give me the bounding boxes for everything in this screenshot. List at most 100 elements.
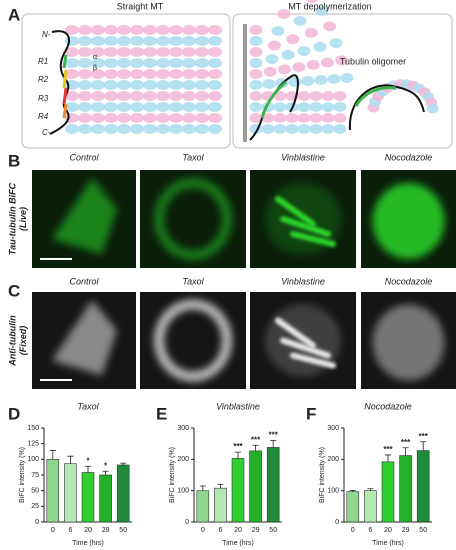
tubulin — [169, 124, 183, 134]
tubulin — [249, 91, 263, 101]
bar — [116, 464, 130, 523]
tubulin — [143, 36, 157, 46]
significance: *** — [233, 442, 243, 451]
tubulin — [143, 91, 157, 101]
tubulin — [249, 47, 263, 57]
repeat — [260, 80, 287, 119]
tubulin — [156, 102, 170, 112]
cell — [372, 183, 445, 259]
wall — [243, 24, 247, 142]
tubulin — [195, 102, 209, 112]
tubulin — [91, 80, 105, 90]
x-tick-label: 0 — [351, 527, 355, 534]
repeat-label: R1 — [38, 57, 48, 66]
row-label-sub: (Live) — [18, 207, 28, 231]
tubulin — [249, 25, 263, 35]
tubulin — [169, 69, 183, 79]
y-tick-label: 50 — [31, 488, 39, 495]
tubulin — [195, 69, 209, 79]
tubulin — [156, 113, 170, 123]
tubulin — [143, 58, 157, 68]
tubulin — [130, 113, 144, 123]
error-bar — [67, 455, 74, 464]
tubulin — [104, 113, 118, 123]
y-tick-label: 300 — [327, 425, 339, 432]
tubulin — [273, 113, 287, 123]
tubulin — [182, 91, 196, 101]
tubulin — [104, 91, 118, 101]
chart-title: Taxol — [77, 401, 99, 411]
x-tick-label: 50 — [269, 527, 277, 534]
tubulin — [117, 69, 131, 79]
micrograph — [140, 170, 246, 268]
tubulin — [208, 80, 222, 90]
tubulin — [182, 80, 196, 90]
tubulin — [292, 62, 306, 73]
tubulin — [297, 124, 311, 134]
tubulin — [130, 80, 144, 90]
tubulin — [156, 124, 170, 134]
tubulin — [143, 124, 157, 134]
tubulin — [169, 36, 183, 46]
tubulin — [321, 91, 335, 101]
error-bar — [85, 465, 91, 473]
tubulin — [277, 9, 291, 19]
tubulin — [208, 102, 222, 112]
repeat — [62, 54, 68, 69]
tubulin — [169, 47, 183, 57]
tubulin — [426, 103, 439, 114]
micrograph — [250, 292, 356, 389]
panel-label: B — [8, 151, 20, 170]
terminal-label: N- — [42, 30, 51, 39]
tubulin — [285, 113, 299, 123]
tubulin — [78, 25, 92, 35]
x-tick-label: 50 — [119, 527, 127, 534]
column-label: Nocodazole — [385, 152, 433, 162]
tubulin — [182, 36, 196, 46]
tubulin — [117, 25, 131, 35]
tubulin — [297, 113, 311, 123]
tubulin — [117, 102, 131, 112]
tubulin — [117, 80, 131, 90]
error-bar — [367, 488, 374, 491]
x-tick-label: 29 — [402, 527, 410, 534]
column-label: Taxol — [182, 152, 204, 162]
y-tick-label: 75 — [31, 472, 39, 479]
row-label: Tau-tubulin BiFC(Live) — [8, 182, 28, 255]
tubulin — [340, 73, 354, 83]
error-bar — [402, 447, 409, 456]
tubulin — [261, 124, 275, 134]
tubulin — [143, 69, 157, 79]
tubulin — [323, 21, 337, 32]
tubulin — [91, 113, 105, 123]
repeat — [62, 87, 68, 105]
x-axis-label: Time (hrs) — [372, 540, 404, 547]
tubulin — [271, 26, 285, 36]
tubulin — [65, 47, 79, 57]
tubulin — [104, 25, 118, 35]
tubulin — [130, 91, 144, 101]
column-label: Vinblastine — [281, 276, 325, 286]
tubulin — [265, 54, 279, 64]
error-bar — [199, 485, 206, 491]
tubulin — [117, 113, 131, 123]
tubulin — [263, 66, 277, 77]
y-axis-label: BiFC intensity (%) — [319, 447, 326, 503]
significance: *** — [251, 435, 261, 444]
error-bar — [49, 450, 56, 460]
panel-label: E — [156, 404, 167, 423]
tubulin — [309, 113, 323, 123]
tubulin — [65, 25, 79, 35]
tubulin — [182, 113, 196, 123]
significance: * — [104, 461, 108, 470]
tubulin — [143, 80, 157, 90]
tubulin — [78, 80, 92, 90]
significance: *** — [419, 432, 429, 441]
x-tick-label: 6 — [368, 527, 372, 534]
bar — [64, 463, 77, 523]
tubulin — [273, 102, 287, 112]
tubulin — [297, 102, 311, 112]
x-tick-label: 20 — [384, 527, 392, 534]
tubulin — [65, 36, 79, 46]
